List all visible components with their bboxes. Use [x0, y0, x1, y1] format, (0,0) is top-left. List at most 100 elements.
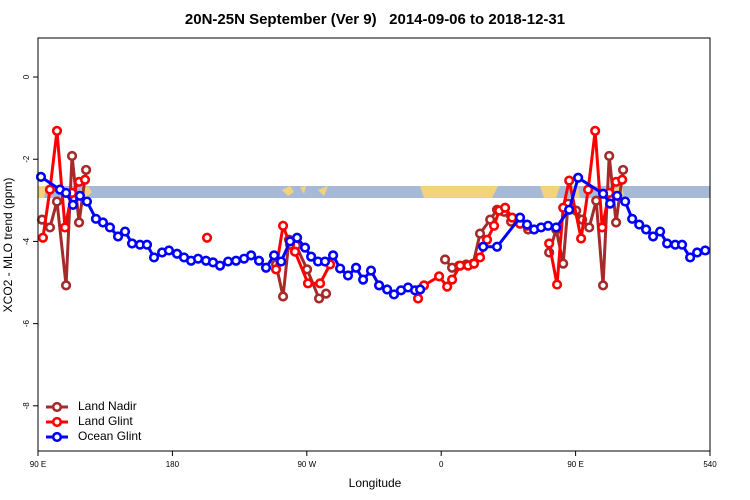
data-point — [700, 245, 711, 256]
data-point — [491, 241, 503, 252]
data-point — [439, 254, 451, 265]
data-point — [306, 251, 317, 262]
x-axis-label: Longitude — [349, 476, 402, 490]
data-point — [163, 245, 175, 256]
data-point — [558, 258, 569, 269]
data-point — [676, 239, 688, 250]
legend-marker — [51, 431, 63, 443]
data-point — [223, 256, 234, 267]
data-point — [617, 174, 628, 185]
x-tick-label: 540 — [703, 460, 717, 469]
data-point — [648, 231, 659, 242]
data-point — [597, 222, 608, 233]
series-line — [547, 155, 625, 286]
data-point — [597, 188, 609, 199]
data-point — [604, 198, 616, 209]
data-point — [564, 175, 575, 186]
plot-frame — [37, 37, 711, 452]
data-point — [245, 250, 257, 261]
data-point — [119, 226, 131, 237]
data-point — [640, 224, 652, 235]
data-point — [365, 265, 377, 276]
y-tick-label: -4 — [22, 237, 31, 245]
map-strip — [38, 186, 710, 198]
chart-title: 20N-25N September (Ver 9) 2014-09-06 to … — [185, 11, 565, 28]
data-point — [350, 262, 362, 273]
legend-label: Land Glint — [78, 414, 133, 428]
data-point — [455, 260, 466, 271]
data-point — [544, 238, 555, 249]
data-point — [230, 255, 242, 266]
x-tick-label: 90 W — [297, 460, 316, 469]
data-point — [543, 220, 554, 231]
data-point — [44, 184, 56, 195]
data-point — [74, 190, 86, 201]
data-point — [500, 202, 511, 213]
y-tick-label: -6 — [22, 320, 31, 328]
data-point — [521, 219, 533, 230]
data-point — [214, 260, 226, 271]
data-point — [488, 220, 500, 231]
data-point — [253, 255, 265, 266]
data-point — [277, 291, 289, 302]
data-point — [289, 246, 301, 257]
data-point — [104, 222, 116, 233]
y-tick-label: -2 — [22, 155, 31, 163]
data-point — [59, 222, 71, 233]
data-point — [291, 232, 303, 243]
x-tick-label: 90 E — [30, 460, 46, 469]
data-point — [302, 278, 314, 289]
data-point — [73, 217, 85, 228]
data-point — [126, 238, 138, 249]
y-tick-label: -8 — [22, 402, 31, 410]
data-point — [620, 196, 631, 207]
data-point — [617, 164, 629, 176]
data-point — [551, 279, 563, 290]
data-point — [685, 252, 696, 263]
data-point — [141, 239, 153, 250]
data-point — [388, 289, 400, 300]
data-point — [270, 264, 282, 275]
data-point — [148, 252, 160, 263]
data-point — [474, 252, 486, 263]
data-point — [342, 270, 354, 281]
legend-marker — [51, 401, 63, 413]
data-point — [442, 281, 453, 292]
data-point — [604, 150, 615, 162]
data-point — [514, 212, 526, 223]
map-land — [38, 186, 624, 198]
x-tick-label: 180 — [166, 460, 180, 469]
data-point — [612, 190, 623, 201]
data-point — [37, 232, 49, 243]
data-point — [81, 196, 93, 207]
data-point — [590, 125, 601, 136]
data-point — [573, 172, 584, 183]
data-point — [627, 213, 638, 224]
data-point — [357, 274, 369, 285]
data-point — [192, 253, 204, 264]
data-point — [576, 233, 587, 244]
x-tick-label: 0 — [439, 460, 444, 469]
data-point — [51, 196, 63, 207]
legend-label: Ocean Glint — [78, 429, 142, 443]
data-point — [415, 284, 426, 295]
plot-area — [35, 125, 711, 304]
data-point — [268, 250, 280, 261]
data-point — [468, 258, 480, 269]
data-point — [692, 247, 703, 258]
data-point — [382, 284, 393, 295]
data-point — [434, 271, 445, 282]
data-point — [67, 199, 79, 210]
data-point — [447, 274, 458, 285]
y-tick-label: 0 — [22, 74, 31, 79]
data-point — [551, 222, 562, 233]
data-point — [299, 242, 311, 253]
data-point — [327, 250, 339, 261]
data-point — [97, 217, 109, 228]
data-point — [507, 212, 518, 223]
data-point — [584, 222, 595, 233]
data-point — [112, 231, 124, 242]
data-point — [597, 280, 609, 291]
